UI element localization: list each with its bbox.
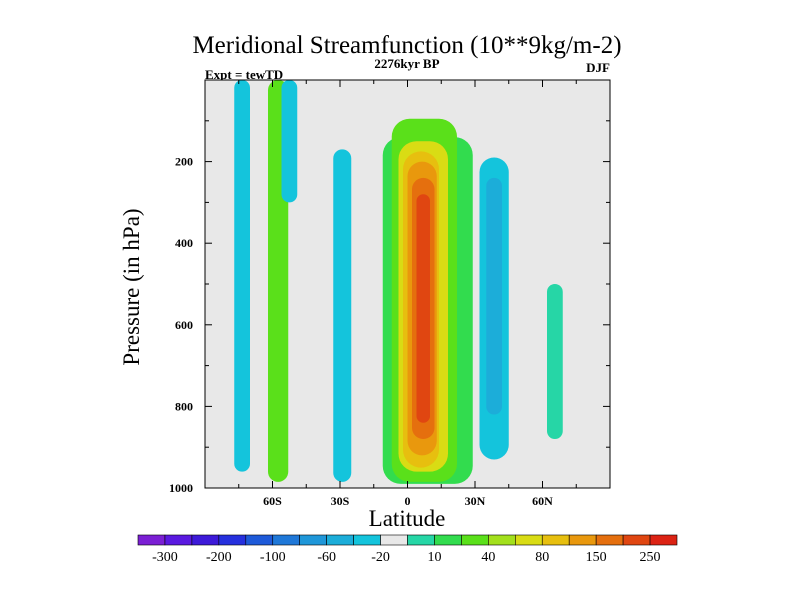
x-tick-label-2: 0 [405,494,411,508]
colorbar-label-7: 80 [535,550,549,565]
x-tick-label-1: 30S [331,494,350,508]
colorbar-box-1 [164,534,193,546]
y-tick-label-4: 1000 [169,481,193,495]
colorbar-box-4 [245,534,274,546]
colorbar-label-9: 250 [640,550,661,565]
y-tick-label-2: 600 [175,318,193,332]
colorbar-box-3 [218,534,247,546]
colorbar-label-4: -20 [371,550,390,565]
x-tick-label-0: 60S [263,494,282,508]
center-label: 2276kyr BP [374,56,439,71]
colorbar-box-6 [299,534,327,546]
colorbar-label-0: -300 [152,550,178,565]
chart-title: Meridional Streamfunction (10**9kg/m-2) [192,32,621,59]
left-label: Expt = tewTD [205,67,283,82]
colorbar-label-2: -100 [260,550,286,565]
y-tick-label-0: 200 [175,155,193,169]
x-tick-label-4: 60N [532,494,553,508]
contour-region-10 [416,194,430,423]
colorbar-label-8: 150 [586,550,607,565]
colorbar-box-8 [353,534,381,546]
y-tick-label-3: 800 [175,399,193,413]
contour-region-2 [281,80,298,203]
colorbar-box-17 [595,534,624,546]
right-label: DJF [586,60,610,75]
contour-region-13 [547,284,563,440]
contour-region-0 [234,80,250,472]
colorbar-box-7 [326,534,354,546]
colorbar-box-12 [461,534,489,546]
colorbar-box-0 [137,534,166,546]
colorbar-box-14 [514,534,543,546]
x-tick-label-3: 30N [465,494,486,508]
colorbar-label-5: 10 [427,550,441,565]
y-tick-label-1: 400 [175,236,193,250]
colorbar-box-13 [488,534,516,546]
colorbar-box-15 [541,534,570,546]
contour-fill-layer [234,80,563,484]
colorbar-box-11 [434,534,462,546]
colorbar-box-19 [649,534,678,546]
colorbar-box-18 [622,534,651,546]
x-axis-label: Latitude [369,506,446,531]
colorbar-box-16 [568,534,597,546]
colorbar-box-10 [407,534,435,546]
colorbar-label-1: -200 [206,550,232,565]
colorbar: -300 -200 -100 -60 -20 10 40 80 150 250 [137,534,678,565]
axis-ticks: 60S 30S 0 30N 60N 200 400 600 800 1000 [169,80,610,508]
colorbar-box-2 [191,534,220,546]
colorbar-label-3: -60 [317,550,336,565]
contour-region-12 [486,177,502,415]
colorbar-box-9 [380,534,408,546]
y-axis-label: Pressure (in hPa) [119,208,144,365]
colorbar-box-5 [272,534,301,546]
colorbar-label-6: 40 [481,550,495,565]
contour-region-3 [333,149,352,482]
